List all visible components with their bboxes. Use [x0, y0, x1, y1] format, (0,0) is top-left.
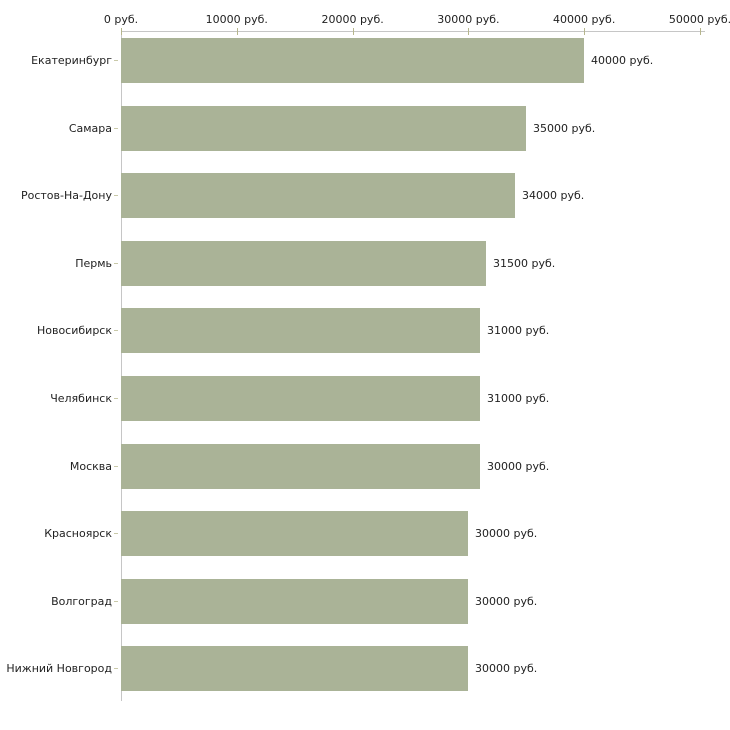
bar-row: Самара 35000 руб.: [0, 105, 730, 151]
bar-row: Пермь 31500 руб.: [0, 240, 730, 286]
category-label: Пермь: [75, 256, 112, 270]
bar: [121, 375, 480, 421]
bar: [121, 173, 515, 219]
value-label: 31000 руб.: [487, 391, 550, 405]
bar-row: Челябинск 31000 руб.: [0, 375, 730, 421]
bar-row: Волгоград 30000 руб.: [0, 578, 730, 624]
bar-row: Новосибирск 31000 руб.: [0, 308, 730, 354]
value-label: 31000 руб.: [487, 324, 550, 338]
category-label: Самара: [68, 121, 112, 135]
value-label: 35000 руб.: [533, 121, 596, 135]
bar-row: Красноярск 30000 руб.: [0, 511, 730, 557]
category-label: Новосибирск: [36, 324, 112, 338]
value-label: 31500 руб.: [493, 256, 556, 270]
x-axis-tick-label: 30000 руб.: [437, 13, 500, 26]
bar: [121, 308, 480, 354]
category-tick: [114, 397, 118, 399]
value-label: 30000 руб.: [475, 527, 538, 541]
bar-row: Екатеринбург 40000 руб.: [0, 38, 730, 83]
bar: [121, 646, 468, 692]
category-label: Москва: [69, 459, 112, 473]
bar-row: Москва 30000 руб.: [0, 443, 730, 489]
bar: [121, 240, 486, 286]
x-axis-tick: [121, 28, 122, 35]
category-label: Ростов-На-Дону: [20, 189, 112, 203]
value-label: 30000 руб.: [475, 594, 538, 608]
bar: [121, 38, 584, 83]
value-label: 34000 руб.: [522, 189, 585, 203]
category-tick: [114, 127, 118, 129]
category-label: Нижний Новгород: [6, 662, 112, 676]
x-axis-tick-label: 20000 руб.: [321, 13, 384, 26]
x-axis-tick-label: 0 руб.: [103, 13, 139, 26]
category-tick: [114, 533, 118, 535]
value-label: 30000 руб.: [487, 459, 550, 473]
x-axis-tick: [468, 28, 470, 35]
x-axis-tick-label: 10000 руб.: [205, 13, 268, 26]
category-tick: [114, 600, 118, 602]
category-label: Челябинск: [50, 391, 112, 405]
category-label: Волгоград: [51, 594, 112, 608]
category-label: Красноярск: [44, 527, 112, 541]
bar-rows: Екатеринбург 40000 руб. Самара 35000 руб…: [0, 38, 730, 692]
value-label: 40000 руб.: [591, 54, 654, 67]
bar: [121, 443, 480, 489]
x-axis-tick: [352, 28, 354, 35]
x-axis-tick: [236, 28, 238, 35]
bar-row: Нижний Новгород 30000 руб.: [0, 646, 730, 692]
category-tick: [114, 195, 118, 197]
bar: [121, 105, 526, 151]
category-tick: [114, 262, 118, 264]
category-tick: [114, 465, 118, 467]
value-label: 30000 руб.: [475, 662, 538, 676]
category-label: Екатеринбург: [31, 54, 112, 67]
bar: [121, 511, 468, 557]
x-axis-line: [121, 31, 705, 32]
bar: [121, 578, 468, 624]
x-axis-tick: [584, 28, 586, 35]
bar-row: Ростов-На-Дону 34000 руб.: [0, 173, 730, 219]
category-tick: [114, 668, 118, 670]
category-tick: [114, 60, 118, 61]
x-axis-tick: [700, 28, 701, 35]
x-axis-tick-label: 50000 руб.: [668, 13, 730, 26]
x-axis-tick-label: 40000 руб.: [553, 13, 616, 26]
y-axis-line: [121, 31, 122, 701]
category-tick: [114, 330, 118, 332]
